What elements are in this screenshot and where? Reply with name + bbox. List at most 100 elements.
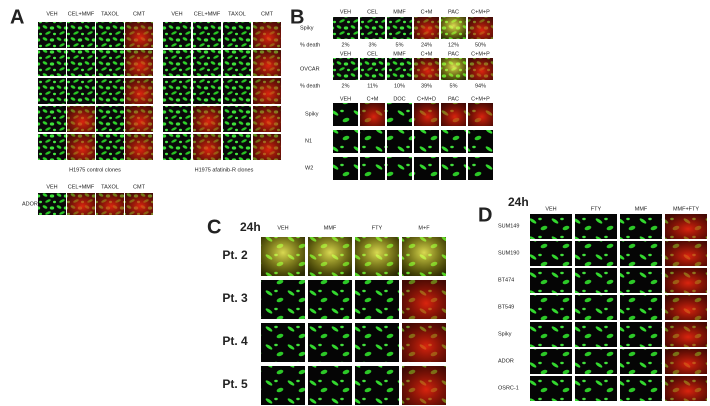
column-header: MMF bbox=[324, 225, 337, 231]
death-percent: 94% bbox=[475, 83, 486, 89]
micrograph bbox=[333, 17, 358, 39]
micrograph bbox=[38, 78, 66, 104]
column-header: VEH bbox=[46, 184, 57, 190]
micrograph bbox=[530, 322, 572, 347]
column-header: C+M bbox=[421, 9, 433, 15]
time-label: 24h bbox=[508, 195, 529, 209]
micrograph bbox=[575, 322, 617, 347]
micrograph-stain bbox=[67, 134, 95, 160]
micrograph bbox=[387, 103, 412, 126]
micrograph bbox=[193, 78, 221, 104]
micrograph bbox=[38, 106, 66, 132]
column-header: PAC bbox=[448, 9, 459, 15]
death-percent: 10% bbox=[394, 83, 405, 89]
micrograph bbox=[67, 22, 95, 48]
micrograph bbox=[387, 130, 412, 153]
row-label: BT549 bbox=[498, 304, 514, 310]
micrograph bbox=[96, 50, 124, 76]
micrograph bbox=[414, 130, 439, 153]
micrograph bbox=[96, 22, 124, 48]
micrograph bbox=[223, 22, 251, 48]
row-label: N1 bbox=[305, 138, 312, 144]
micrograph-stain bbox=[67, 106, 95, 132]
micrograph-stain bbox=[193, 106, 221, 132]
row-label: SUM149 bbox=[498, 223, 519, 229]
death-percent: 5% bbox=[450, 83, 458, 89]
row-label: BT474 bbox=[498, 277, 514, 283]
micrograph bbox=[575, 376, 617, 401]
row-label: OVCAR bbox=[300, 66, 320, 72]
micrograph-stain bbox=[193, 134, 221, 160]
row-label: Spiky bbox=[305, 111, 319, 117]
column-header: PAC bbox=[448, 51, 459, 57]
micrograph-stain bbox=[125, 50, 153, 76]
column-header: VEH bbox=[171, 11, 182, 17]
micrograph bbox=[38, 50, 66, 76]
row-label: Pt. 4 bbox=[222, 334, 248, 348]
column-header: TAXOL bbox=[101, 184, 119, 190]
micrograph bbox=[193, 22, 221, 48]
column-header: VEH bbox=[340, 9, 351, 15]
death-percent: 11% bbox=[367, 83, 378, 89]
column-header: VEH bbox=[545, 206, 556, 212]
micrograph-stain bbox=[253, 22, 281, 48]
row-label: Pt. 3 bbox=[222, 291, 248, 305]
death-percent: 3% bbox=[369, 42, 377, 48]
micrograph bbox=[620, 376, 662, 401]
micrograph bbox=[38, 134, 66, 160]
micrograph bbox=[387, 58, 412, 80]
micrograph bbox=[163, 106, 191, 132]
micrograph bbox=[223, 106, 251, 132]
micrograph bbox=[441, 130, 466, 153]
column-header: CEL bbox=[367, 51, 378, 57]
panel-label: A bbox=[10, 6, 24, 28]
micrograph bbox=[333, 103, 358, 126]
column-header: VEH bbox=[46, 11, 57, 17]
column-header: FTY bbox=[372, 225, 383, 231]
death-percent: 5% bbox=[396, 42, 404, 48]
micrograph-stain bbox=[402, 237, 446, 276]
column-header: VEH bbox=[340, 96, 351, 102]
micrograph bbox=[360, 130, 385, 153]
column-header: C+M bbox=[367, 96, 379, 102]
column-header: MMF bbox=[393, 9, 406, 15]
micrograph bbox=[360, 58, 385, 80]
micrograph bbox=[308, 366, 352, 405]
micrograph-stain bbox=[665, 322, 707, 347]
death-percent: 2% bbox=[342, 83, 350, 89]
micrograph-stain bbox=[665, 268, 707, 293]
micrograph bbox=[193, 50, 221, 76]
column-header: FTY bbox=[591, 206, 602, 212]
row-label: ADOR bbox=[498, 358, 514, 364]
micrograph-stain bbox=[355, 237, 399, 276]
row-label: ADOR bbox=[22, 201, 38, 207]
column-header: VEH bbox=[277, 225, 288, 231]
micrograph-stain bbox=[441, 103, 466, 126]
micrograph-stain bbox=[253, 106, 281, 132]
death-percent: 50% bbox=[475, 42, 486, 48]
micrograph bbox=[355, 280, 399, 319]
micrograph-stain bbox=[468, 103, 493, 126]
micrograph bbox=[38, 22, 66, 48]
time-label: 24h bbox=[240, 220, 261, 234]
panel-label: D bbox=[478, 204, 492, 226]
micrograph-stain bbox=[67, 193, 95, 215]
micrograph-stain bbox=[468, 17, 493, 39]
micrograph bbox=[414, 157, 439, 180]
micrograph bbox=[530, 295, 572, 320]
column-header: PAC bbox=[448, 96, 459, 102]
micrograph-stain bbox=[308, 237, 352, 276]
micrograph bbox=[468, 130, 493, 153]
row-label: Spiky bbox=[300, 25, 314, 31]
micrograph bbox=[620, 268, 662, 293]
micrograph-stain bbox=[665, 349, 707, 374]
micrograph bbox=[96, 106, 124, 132]
micrograph bbox=[333, 58, 358, 80]
micrograph bbox=[308, 323, 352, 362]
micrograph-stain bbox=[261, 237, 305, 276]
micrograph bbox=[333, 130, 358, 153]
column-header: CEL bbox=[367, 9, 378, 15]
micrograph bbox=[96, 78, 124, 104]
micrograph-stain bbox=[360, 103, 385, 126]
column-header: C+M+P bbox=[471, 9, 490, 15]
